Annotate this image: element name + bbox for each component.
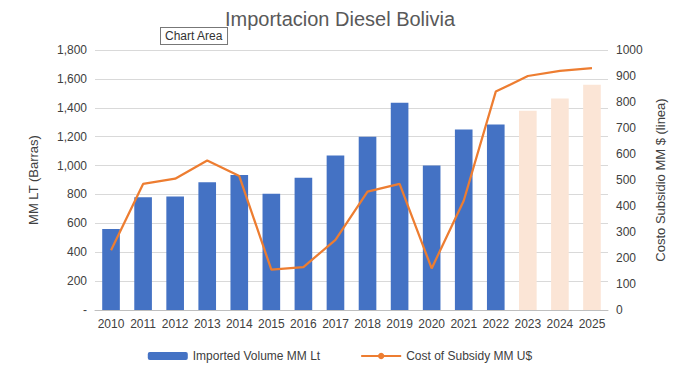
svg-text:2024: 2024 [547,317,574,331]
svg-text:2023: 2023 [514,317,541,331]
svg-text:2017: 2017 [322,317,349,331]
svg-text:600: 600 [67,216,87,230]
svg-text:900: 900 [616,69,636,83]
svg-text:1,000: 1,000 [57,159,87,173]
svg-text:2018: 2018 [354,317,381,331]
svg-text:200: 200 [616,251,636,265]
svg-text:Cost of Subsidy MM U$: Cost of Subsidy MM U$ [406,349,532,363]
svg-text:2020: 2020 [418,317,445,331]
svg-text:Costo Subsidio MM $ (linea): Costo Subsidio MM $ (linea) [653,98,668,261]
svg-text:2016: 2016 [290,317,317,331]
svg-text:400: 400 [67,245,87,259]
svg-text:200: 200 [67,274,87,288]
svg-text:Importacion Diesel Bolivia: Importacion Diesel Bolivia [225,8,456,30]
svg-text:400: 400 [616,199,636,213]
svg-text:2021: 2021 [450,317,477,331]
svg-text:2012: 2012 [162,317,189,331]
svg-text:500: 500 [616,173,636,187]
svg-text:Imported Volume MM Lt: Imported Volume MM Lt [193,349,321,363]
svg-text:1,400: 1,400 [57,101,87,115]
svg-text:1,200: 1,200 [57,130,87,144]
svg-text:Chart Area: Chart Area [165,29,223,43]
svg-text:1,600: 1,600 [57,72,87,86]
svg-text:300: 300 [616,225,636,239]
svg-text:-: - [83,303,87,317]
svg-text:2013: 2013 [194,317,221,331]
svg-text:2014: 2014 [226,317,253,331]
svg-text:2015: 2015 [258,317,285,331]
svg-text:1,800: 1,800 [57,43,87,57]
svg-text:100: 100 [616,277,636,291]
svg-text:0: 0 [616,303,623,317]
svg-text:MM LT (Barras): MM LT (Barras) [26,135,41,225]
svg-text:1000: 1000 [616,43,643,57]
svg-text:2011: 2011 [130,317,156,331]
svg-text:700: 700 [616,121,636,135]
svg-text:2010: 2010 [98,317,125,331]
svg-text:2022: 2022 [482,317,509,331]
svg-text:800: 800 [616,95,636,109]
svg-text:2025: 2025 [579,317,606,331]
svg-text:2019: 2019 [386,317,413,331]
svg-text:800: 800 [67,187,87,201]
svg-text:600: 600 [616,147,636,161]
